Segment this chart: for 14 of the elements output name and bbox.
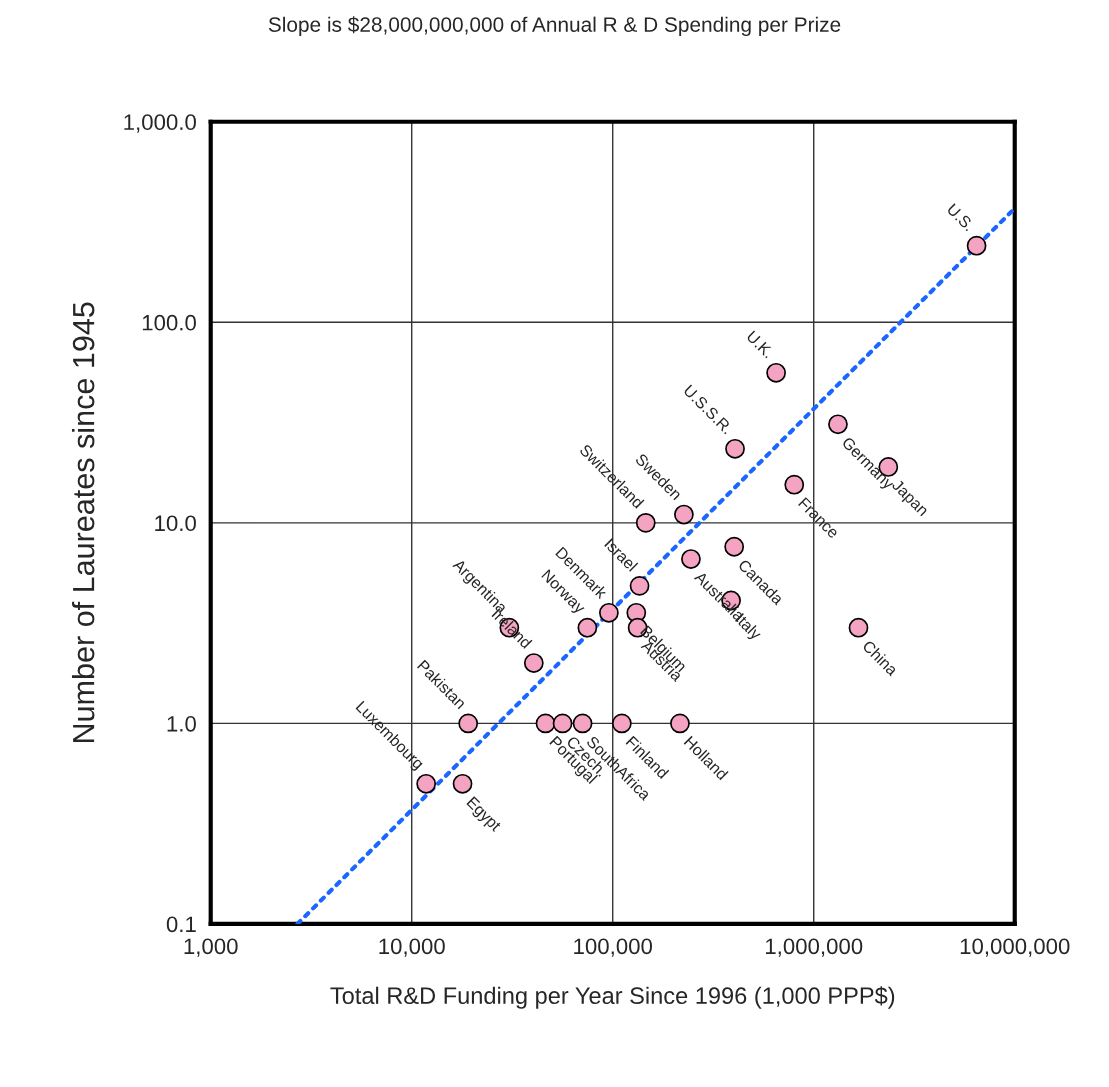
x-tick-label: 1,000	[184, 938, 238, 957]
y-tick-label: 1.0	[167, 715, 196, 732]
y-tick-label: 1,000.0	[124, 114, 196, 133]
y-tick-label: 100.0	[142, 314, 196, 331]
x-tick-label: 100,000	[574, 938, 653, 957]
y-tick-label: 10.0	[155, 515, 196, 532]
y-tick-label: 0.1	[166, 916, 196, 933]
x-tick-label: 1,000,000	[766, 938, 863, 957]
x-tick-label: 10,000,000	[960, 938, 1070, 957]
x-tick-label: 10,000	[379, 938, 445, 957]
y-axis-title: Number of Laureates since 1945	[71, 302, 95, 742]
annotation: U.K.	[746, 330, 775, 359]
chart-title: Slope is $28,000,000,000 of Annual R & D Spending per Prize	[268, 16, 841, 37]
x-axis-title: Total R&D Funding per Year Since 1996 (1,000 PPP$)	[330, 986, 895, 1009]
